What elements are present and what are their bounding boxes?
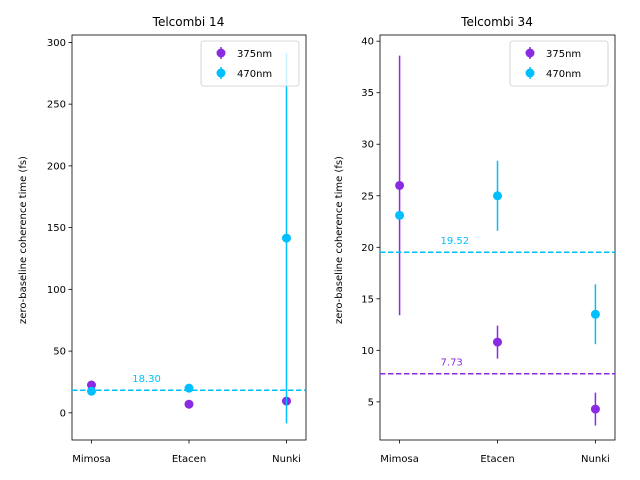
plot-area-1: 0 50 100 150 200 250 300 Mimosa Etacen Nunki 18.30… bbox=[47, 34, 307, 465]
y-tick-label: 40 bbox=[361, 37, 374, 48]
data-point bbox=[87, 380, 96, 390]
y-tick-label: 25 bbox=[361, 191, 374, 202]
x-tick-label: Mimosa bbox=[72, 454, 111, 465]
legend-label: 375nm bbox=[237, 49, 272, 60]
legend: 375nm 470nm bbox=[509, 40, 609, 87]
legend-label: 470nm bbox=[546, 69, 581, 80]
y-tick-label: 15 bbox=[361, 294, 374, 305]
legend-label: 375nm bbox=[546, 49, 581, 60]
axes-frame bbox=[71, 34, 307, 441]
axes-frame bbox=[379, 34, 616, 441]
y-tick-label: 200 bbox=[47, 161, 66, 172]
data-point bbox=[87, 386, 96, 396]
x-tick-label: Mimosa bbox=[380, 454, 419, 465]
plot-area-2: 5 10 15 20 25 30 35 40 Mimosa Etacen Nunki 19.52 7.7… bbox=[361, 34, 616, 465]
y-tick-label: 35 bbox=[361, 88, 374, 99]
reference-line-label: 7.73 bbox=[441, 358, 463, 369]
y-axis-label: zero-baseline coherence time (fs) bbox=[334, 156, 345, 324]
y-tick-label: 150 bbox=[47, 223, 66, 234]
legend-marker bbox=[216, 48, 226, 58]
data-point bbox=[590, 404, 600, 414]
legend-box bbox=[200, 40, 300, 87]
y-tick-label: 10 bbox=[361, 346, 374, 357]
chart-title: Telcombi 14 bbox=[152, 15, 225, 29]
legend-marker bbox=[525, 68, 535, 78]
legend-label: 470nm bbox=[237, 69, 272, 80]
x-tick-label: Etacen bbox=[480, 454, 514, 465]
x-tick-label: Nunki bbox=[272, 454, 301, 465]
legend-box bbox=[509, 40, 609, 87]
chart-title: Telcombi 34 bbox=[460, 15, 533, 29]
data-point bbox=[590, 309, 600, 319]
data-point bbox=[395, 180, 405, 190]
data-point bbox=[493, 337, 502, 347]
legend-marker bbox=[525, 48, 535, 58]
data-point bbox=[282, 233, 291, 243]
y-tick-label: 100 bbox=[47, 285, 66, 296]
data-point bbox=[493, 191, 502, 201]
x-tick-label: Etacen bbox=[172, 454, 206, 465]
panel-telcombi-14: Telcombi 14 zero-baseline coherence time… bbox=[18, 15, 224, 324]
data-point bbox=[184, 399, 194, 409]
y-tick-label: 50 bbox=[53, 347, 66, 358]
legend: 375nm 470nm bbox=[200, 40, 300, 87]
y-tick-label: 20 bbox=[361, 243, 374, 254]
data-point bbox=[184, 383, 194, 393]
legend-marker bbox=[216, 68, 226, 78]
y-tick-label: 0 bbox=[60, 408, 66, 419]
y-tick-label: 30 bbox=[361, 140, 374, 151]
y-tick-label: 5 bbox=[368, 397, 374, 408]
panel-telcombi-34: Telcombi 34 zero-baseline coherence time… bbox=[334, 15, 533, 324]
y-tick-label: 300 bbox=[47, 38, 66, 49]
y-tick-label: 250 bbox=[47, 100, 66, 111]
data-point bbox=[395, 210, 405, 220]
x-tick-label: Nunki bbox=[581, 454, 610, 465]
reference-line-label: 19.52 bbox=[441, 236, 470, 247]
y-axis-label: zero-baseline coherence time (fs) bbox=[18, 156, 29, 324]
reference-line-label: 18.30 bbox=[132, 374, 161, 385]
